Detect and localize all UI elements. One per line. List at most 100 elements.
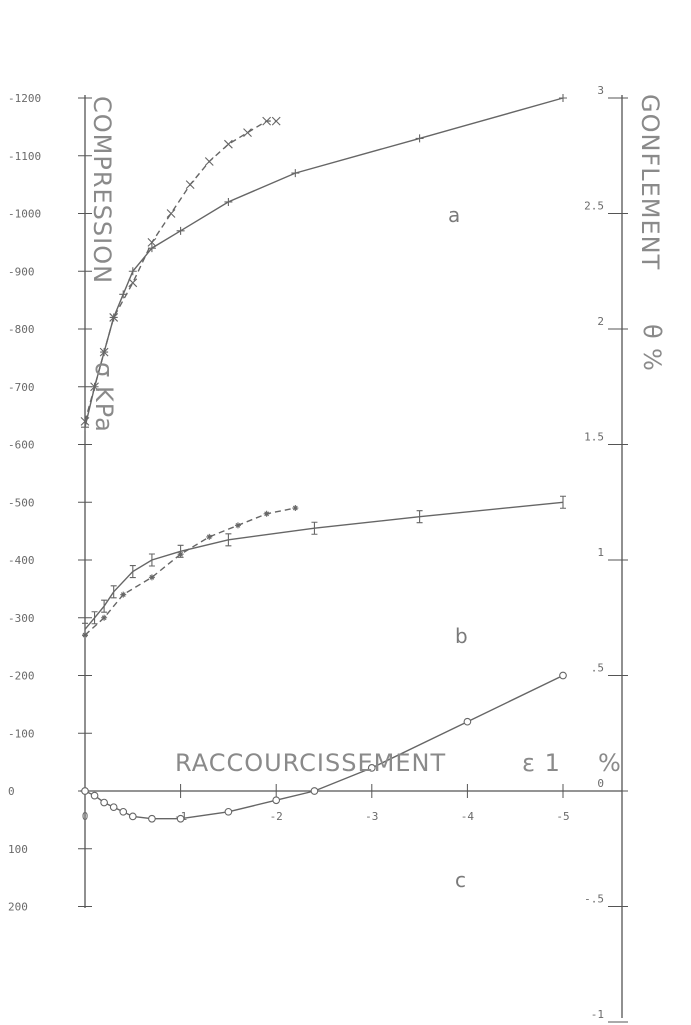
series-1 — [80, 116, 281, 426]
right-tick-label: -1 — [591, 1008, 604, 1021]
left-tick-label: -800 — [8, 323, 35, 336]
left-axis-title: COMPRESSION — [88, 96, 116, 284]
left-axis-symbol: σ — [90, 362, 118, 378]
data-point — [101, 614, 108, 621]
left-tick-label: -400 — [8, 554, 35, 567]
left-tick-label: -1000 — [8, 208, 41, 221]
x-tick-label: -3 — [365, 810, 378, 823]
left-tick-label: -300 — [8, 612, 35, 625]
x-tick-label: -2 — [270, 810, 283, 823]
data-point — [560, 495, 566, 509]
series-0 — [81, 94, 567, 432]
left-tick-label: 200 — [8, 901, 28, 914]
right-axis-unit: % — [638, 348, 666, 372]
data-point — [234, 522, 241, 529]
data-point — [99, 347, 109, 357]
right-tick-label: 1.5 — [584, 431, 604, 444]
data-point — [81, 423, 89, 432]
data-point — [110, 585, 117, 599]
right-tick-label: -.5 — [584, 893, 604, 906]
x-axis-symbol: ε 1 — [522, 749, 561, 777]
left-tick-label: -900 — [8, 265, 35, 278]
data-point — [148, 574, 155, 581]
left-tick-label: -1200 — [8, 92, 41, 105]
data-point — [91, 611, 98, 625]
series-line — [84, 507, 296, 636]
data-point — [128, 812, 137, 821]
data-point — [559, 94, 567, 102]
right-tick-label: 2 — [597, 315, 604, 328]
x-axis-title: RACCOURCISSEMENT — [175, 749, 446, 777]
data-point — [415, 134, 424, 143]
left-tick-label: -500 — [8, 496, 35, 509]
data-point — [225, 533, 232, 547]
left-axis-unit: KPa — [90, 386, 118, 433]
data-point — [224, 807, 233, 816]
data-point — [262, 116, 272, 126]
data-point — [272, 796, 281, 805]
data-point — [271, 116, 281, 126]
data-point — [101, 599, 108, 613]
data-point — [176, 226, 185, 235]
curve-label-a: a — [448, 203, 460, 227]
left-tick-label: -200 — [8, 670, 35, 683]
right-tick-label: .5 — [591, 662, 604, 675]
data-point — [367, 764, 376, 772]
left-tick-label: 0 — [8, 785, 15, 798]
left-tick-label: -700 — [8, 381, 35, 394]
data-point — [128, 278, 138, 288]
x-tick-label: 0 — [82, 810, 89, 823]
data-point — [148, 814, 156, 823]
curve-label-c: c — [455, 868, 466, 892]
data-point — [463, 717, 472, 726]
data-point — [206, 533, 213, 540]
data-point — [292, 505, 299, 512]
series-4 — [81, 671, 567, 823]
data-point — [559, 671, 567, 680]
data-point — [90, 382, 99, 392]
data-point — [224, 197, 233, 206]
left-tick-label: -1100 — [8, 150, 41, 163]
data-point — [291, 169, 300, 178]
left-tick-label: 100 — [8, 843, 28, 856]
data-point — [128, 267, 137, 276]
data-point — [147, 237, 157, 247]
data-point — [120, 591, 127, 598]
data-point — [81, 787, 89, 795]
data-point — [204, 157, 214, 166]
series-2 — [82, 495, 566, 636]
data-point — [148, 553, 155, 567]
data-point — [243, 128, 252, 138]
data-point — [80, 417, 90, 426]
right-tick-label: 0 — [597, 777, 604, 790]
data-point — [416, 510, 423, 524]
data-point — [119, 807, 128, 816]
curve-label-b: b — [455, 624, 468, 648]
data-point — [311, 521, 318, 535]
data-point — [82, 632, 88, 639]
data-point — [310, 787, 319, 795]
right-axis-title: GONFLEMENT — [636, 94, 664, 270]
x-axis-unit: % — [598, 749, 622, 777]
left-tick-label: -100 — [8, 727, 35, 740]
data-point — [109, 313, 119, 322]
right-tick-label: 2.5 — [584, 200, 604, 213]
data-point — [177, 551, 184, 558]
x-tick-label: -5 — [556, 810, 569, 823]
data-point — [185, 180, 195, 190]
series-line — [84, 674, 564, 820]
right-tick-label: 3 — [597, 84, 604, 97]
right-axis-symbol: θ — [638, 324, 666, 340]
data-point — [166, 209, 176, 218]
x-tick-label: -4 — [461, 810, 475, 823]
left-tick-label: -600 — [8, 439, 35, 452]
data-point — [109, 803, 118, 812]
series-line — [84, 501, 564, 630]
data-point — [176, 814, 185, 823]
data-point — [90, 791, 99, 800]
data-point — [263, 510, 270, 517]
data-point — [129, 565, 136, 579]
data-point — [100, 798, 108, 807]
data-point — [224, 139, 233, 149]
